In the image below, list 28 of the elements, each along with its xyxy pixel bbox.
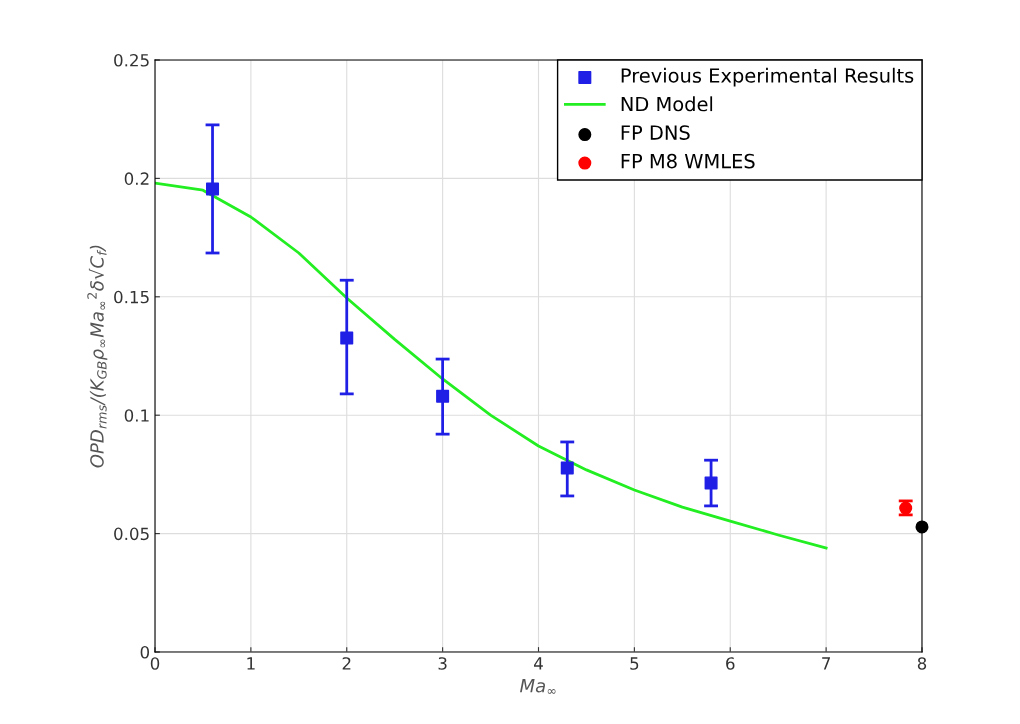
x-tick-label: 7 (822, 657, 830, 670)
x-tick-label: 5 (630, 657, 639, 670)
y-tick-label: 0.1 (124, 409, 149, 422)
x-tick-label: 8 (917, 657, 927, 670)
y-tick-label: 0.25 (114, 53, 149, 67)
x-tick-label: 3 (438, 657, 447, 670)
text: OPD$_{rms}$/(K$_{GB}$ρ$_{∞}$Ma$_{∞}$$^{2}$δ√C$_{f}$) (87, 245, 108, 468)
point (704, 476, 718, 490)
x-tick-label: 1 (247, 657, 255, 670)
legend-label: FP M8 WMLES (621, 153, 755, 169)
y-tick-label: 0.2 (124, 172, 149, 185)
point (915, 520, 929, 534)
point (560, 461, 574, 475)
y-tick-label: 0.05 (114, 527, 149, 541)
y-tick-label: 0.15 (114, 290, 149, 304)
x-tick-label: 6 (726, 657, 735, 670)
point (206, 182, 220, 196)
x-tick-label: 0 (150, 657, 160, 670)
legend-label: Previous Experimental Results (621, 67, 914, 87)
x-tick-label: 4 (534, 657, 543, 670)
x-axis-title: Ma$_{∞}$ (520, 679, 556, 694)
x-tick-label: 2 (342, 657, 351, 670)
line-series (155, 181, 828, 550)
point (340, 331, 354, 345)
legend-label: FP DNS (621, 125, 690, 140)
legend-label: ND Model (621, 96, 713, 112)
point (436, 389, 450, 403)
y-tick-label: 0 (140, 645, 150, 659)
